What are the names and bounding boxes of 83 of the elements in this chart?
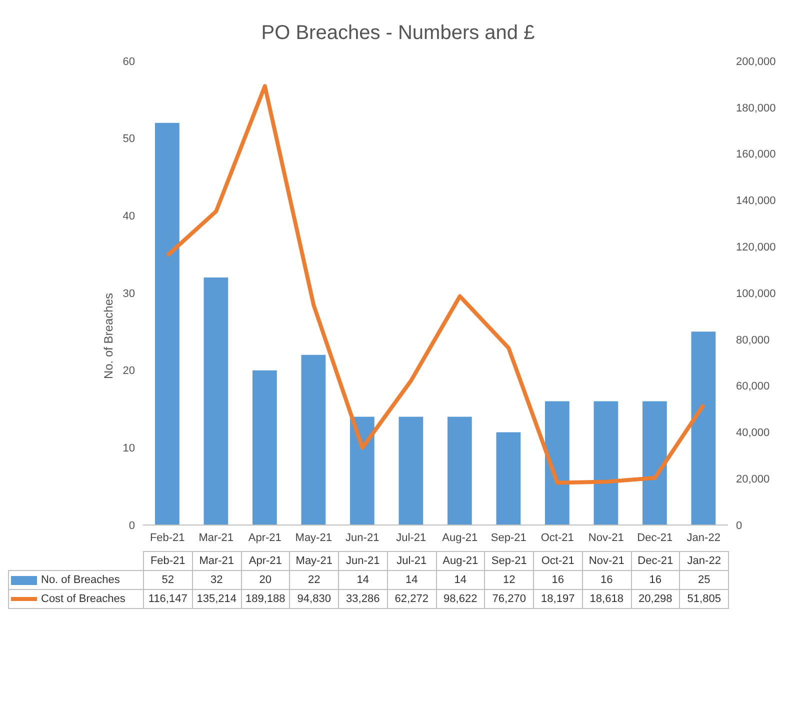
y2-tick-label: 100,000 [736, 288, 776, 300]
bar [398, 416, 424, 525]
y2-tick-label: 140,000 [736, 195, 776, 208]
data-label: 52 [144, 570, 192, 590]
category-label: Oct-21 [541, 555, 574, 567]
data-label: 20 [241, 570, 290, 590]
category-label: May-21 [296, 555, 332, 567]
chart-title: PO Breaches - Numbers and £ [260, 21, 536, 46]
category-label: Aug-21 [442, 555, 478, 567]
data-label: 16 [534, 570, 582, 590]
bar [496, 432, 521, 525]
y2-tick-label: 120,000 [736, 242, 776, 254]
x-tick-label: Jan-22 [686, 532, 720, 544]
data-label: 22 [290, 570, 338, 590]
y2-tick-label: 0 [736, 520, 742, 532]
category-label: Nov-21 [588, 555, 624, 567]
line-series [165, 84, 706, 485]
y2-tick-label: 200,000 [736, 56, 776, 68]
data-label: 18,197 [534, 590, 582, 608]
bar [642, 401, 667, 525]
y-tick-label: 60 [122, 56, 135, 68]
y-tick-label: 0 [128, 520, 135, 532]
x-tick-label: Nov-21 [588, 532, 624, 544]
data-label: 135,214 [192, 590, 241, 608]
category-label: Dec-21 [638, 555, 674, 567]
data-label: 14 [338, 570, 388, 590]
bar [448, 416, 472, 525]
data-label: 98,622 [436, 590, 485, 608]
category-label: Jan-22 [687, 555, 721, 567]
y2-tick-label: 20,000 [736, 474, 770, 486]
y-axis-title: No. of Breaches [101, 293, 116, 380]
data-label: 12 [484, 570, 534, 590]
bar [691, 332, 716, 525]
data-label: 189,188 [241, 590, 290, 608]
legend-label: No. of Breaches [8, 570, 144, 590]
data-label: 20,298 [631, 590, 680, 608]
data-label: 14 [436, 570, 485, 590]
y2-tick-label: 80,000 [736, 334, 770, 346]
category-label: Apr-21 [248, 555, 282, 567]
y-tick-label: 40 [122, 210, 135, 223]
x-tick-label: Feb-21 [150, 532, 185, 544]
category-label: Mar-21 [199, 555, 234, 567]
x-tick-label: Dec-21 [637, 532, 673, 544]
legend-label: Cost of Breaches [8, 590, 144, 608]
x-tick-label: Jul-21 [396, 532, 426, 544]
category-label: Jul-21 [396, 555, 427, 567]
data-label: 51,805 [680, 590, 728, 608]
category-label: Sep-21 [491, 555, 527, 567]
data-label: 62,272 [387, 590, 436, 608]
data-label: 33,286 [338, 590, 388, 608]
y2-tick-label: 160,000 [736, 148, 776, 161]
x-tick-label: Sep-21 [490, 532, 526, 544]
bar [350, 416, 374, 525]
bar [594, 401, 618, 525]
y-tick-label: 10 [122, 442, 135, 455]
bar [204, 278, 228, 525]
data-label: 94,830 [290, 590, 338, 608]
data-label: 76,270 [484, 590, 534, 608]
y2-tick-label: 60,000 [736, 380, 770, 393]
x-tick-label: Aug-21 [442, 532, 478, 544]
bar [545, 401, 570, 525]
y-tick-label: 30 [122, 288, 135, 300]
x-tick-label: Jun-21 [346, 532, 380, 544]
data-label: 116,147 [144, 590, 192, 608]
bar [301, 354, 326, 525]
data-label: 16 [582, 570, 631, 590]
x-tick-label: May-21 [295, 532, 332, 544]
x-tick-label: Oct-21 [540, 532, 574, 544]
y2-tick-label: 40,000 [736, 427, 770, 440]
y2-tick-label: 180,000 [736, 102, 776, 114]
category-label: Feb-21 [150, 555, 186, 567]
bar [252, 370, 277, 525]
x-tick-label: Mar-21 [198, 532, 234, 544]
data-label: 14 [387, 570, 436, 590]
y-tick-label: 20 [122, 365, 135, 378]
data-label: 25 [680, 570, 728, 590]
data-label: 18,618 [582, 590, 631, 608]
bar [155, 122, 180, 525]
data-label: 32 [192, 570, 241, 590]
y-tick-label: 50 [122, 133, 135, 146]
category-label: Jun-21 [346, 555, 380, 567]
x-tick-label: Apr-21 [248, 532, 282, 544]
data-label: 16 [631, 570, 680, 590]
